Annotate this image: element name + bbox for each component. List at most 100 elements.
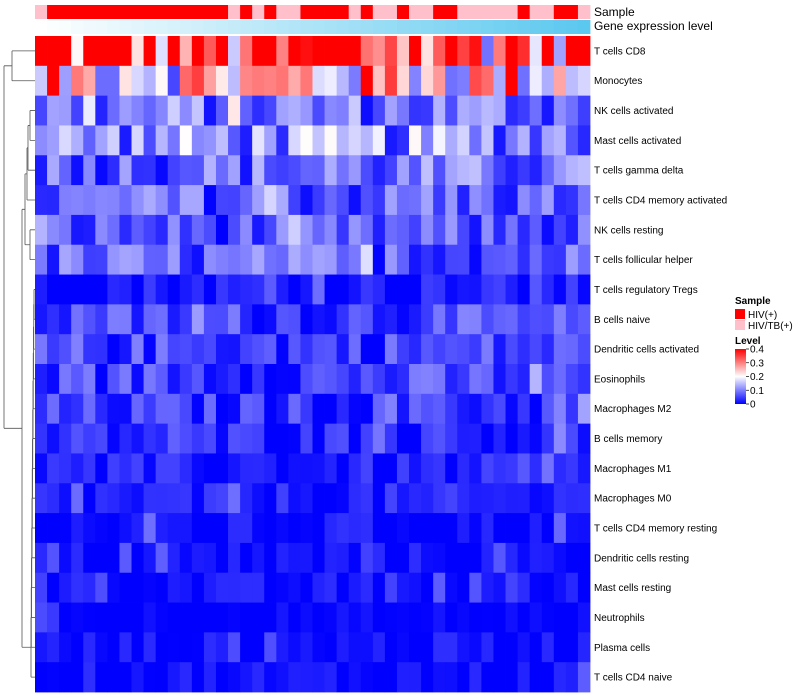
heatmap-cell xyxy=(481,304,494,335)
sample-annotation-cell xyxy=(191,5,205,19)
heatmap-cell xyxy=(47,542,60,574)
heatmap-cell xyxy=(252,95,265,126)
heatmap-cell xyxy=(348,662,362,693)
heatmap-cell xyxy=(107,95,120,126)
heatmap-cell xyxy=(83,334,96,365)
heatmap-cell xyxy=(372,36,386,67)
heatmap-cell xyxy=(529,214,543,246)
heatmap-cell xyxy=(179,393,193,425)
heatmap-cell xyxy=(71,602,84,633)
heatmap-cell xyxy=(203,244,217,275)
heatmap-cell xyxy=(83,364,96,395)
heatmap-cell xyxy=(143,513,157,544)
heatmap-cell xyxy=(59,65,72,97)
heatmap-cell xyxy=(336,334,350,365)
heatmap-cell xyxy=(336,125,350,156)
heatmap-cell xyxy=(457,423,470,454)
heatmap-cell xyxy=(372,393,386,425)
heatmap-cell xyxy=(469,393,482,425)
heatmap-cell xyxy=(143,572,157,603)
heatmap-cell xyxy=(288,95,301,126)
heatmap-cell xyxy=(300,185,313,216)
heatmap-cell xyxy=(179,602,193,633)
heatmap-cell xyxy=(35,65,48,97)
heatmap-cell xyxy=(445,155,458,186)
legend-tick-label: 0.2 xyxy=(750,372,764,383)
heatmap-cell xyxy=(288,513,301,544)
heatmap-cell xyxy=(167,95,181,126)
heatmap-cell xyxy=(167,214,181,246)
heatmap-cell xyxy=(167,662,181,693)
heatmap-cell xyxy=(553,244,567,275)
heatmap-cell xyxy=(264,36,277,67)
heatmap-cell xyxy=(529,36,543,67)
heatmap-cell xyxy=(421,632,434,663)
heatmap-cell xyxy=(288,393,301,425)
heatmap-cell xyxy=(167,483,181,514)
gene-expression-annotation-cell xyxy=(336,20,350,34)
heatmap-cell xyxy=(336,36,350,67)
heatmap-cell xyxy=(228,214,241,246)
heatmap-cell xyxy=(131,423,144,454)
heatmap-cell xyxy=(252,364,265,395)
heatmap-cell xyxy=(107,632,120,663)
heatmap-cell xyxy=(421,95,434,126)
heatmap-cell xyxy=(324,185,338,216)
heatmap-cell xyxy=(493,125,506,156)
heatmap-cell xyxy=(47,602,60,633)
heatmap-cell xyxy=(457,304,470,335)
heatmap-cell xyxy=(553,364,567,395)
heatmap-cell xyxy=(191,214,205,246)
heatmap-cell xyxy=(215,542,229,574)
heatmap-cell xyxy=(541,542,555,574)
heatmap-cell xyxy=(155,572,169,603)
heatmap-cell xyxy=(312,274,325,305)
heatmap-cell xyxy=(71,65,84,97)
heatmap-cell xyxy=(240,513,253,544)
heatmap-cell xyxy=(252,572,265,603)
row-label: NK cells activated xyxy=(594,106,673,117)
heatmap-cell xyxy=(119,36,132,67)
heatmap-cell xyxy=(228,185,241,216)
heatmap-cell xyxy=(457,36,470,67)
gene-expression-annotation-cell xyxy=(107,20,120,34)
heatmap-cell xyxy=(553,334,567,365)
heatmap-cell xyxy=(240,453,253,484)
heatmap-cell xyxy=(119,453,132,484)
sample-annotation-cell xyxy=(288,5,301,19)
heatmap-cell xyxy=(577,364,591,395)
gene-expression-annotation-cell xyxy=(47,20,60,34)
legend-level-ticks: 0.4 0.3 0.2 0.1 0 xyxy=(746,345,764,411)
heatmap-cell xyxy=(228,483,241,514)
heatmap-cell xyxy=(179,185,193,216)
heatmap-cell xyxy=(83,125,96,156)
heatmap-cell xyxy=(565,185,579,216)
legend: Sample HIV(+) HIV/TB(+) Level 0.40.30.20… xyxy=(735,296,793,411)
heatmap-cell xyxy=(336,185,350,216)
heatmap-cell xyxy=(348,632,362,663)
gene-expression-annotation-cell xyxy=(360,20,374,34)
heatmap-cell xyxy=(131,244,144,275)
heatmap-cell xyxy=(469,602,482,633)
heatmap-cell xyxy=(517,36,531,67)
heatmap-cell xyxy=(167,334,181,365)
heatmap-cell xyxy=(457,65,470,97)
heatmap-cell xyxy=(372,244,386,275)
heatmap-cell xyxy=(481,155,494,186)
heatmap-cell xyxy=(324,483,338,514)
heatmap-cell xyxy=(203,36,217,67)
heatmap-cell xyxy=(433,274,446,305)
heatmap-cell xyxy=(445,453,458,484)
heatmap-cell xyxy=(59,572,72,603)
heatmap-cell xyxy=(493,65,506,97)
heatmap-cell xyxy=(493,572,506,603)
heatmap-cell xyxy=(288,364,301,395)
row-label: Macrophages M2 xyxy=(594,404,672,415)
heatmap-cell xyxy=(95,334,108,365)
heatmap-cell xyxy=(300,542,313,574)
heatmap-cell xyxy=(252,602,265,633)
heatmap-cell xyxy=(59,364,72,395)
heatmap-cell xyxy=(481,542,494,574)
heatmap-cell xyxy=(119,542,132,574)
